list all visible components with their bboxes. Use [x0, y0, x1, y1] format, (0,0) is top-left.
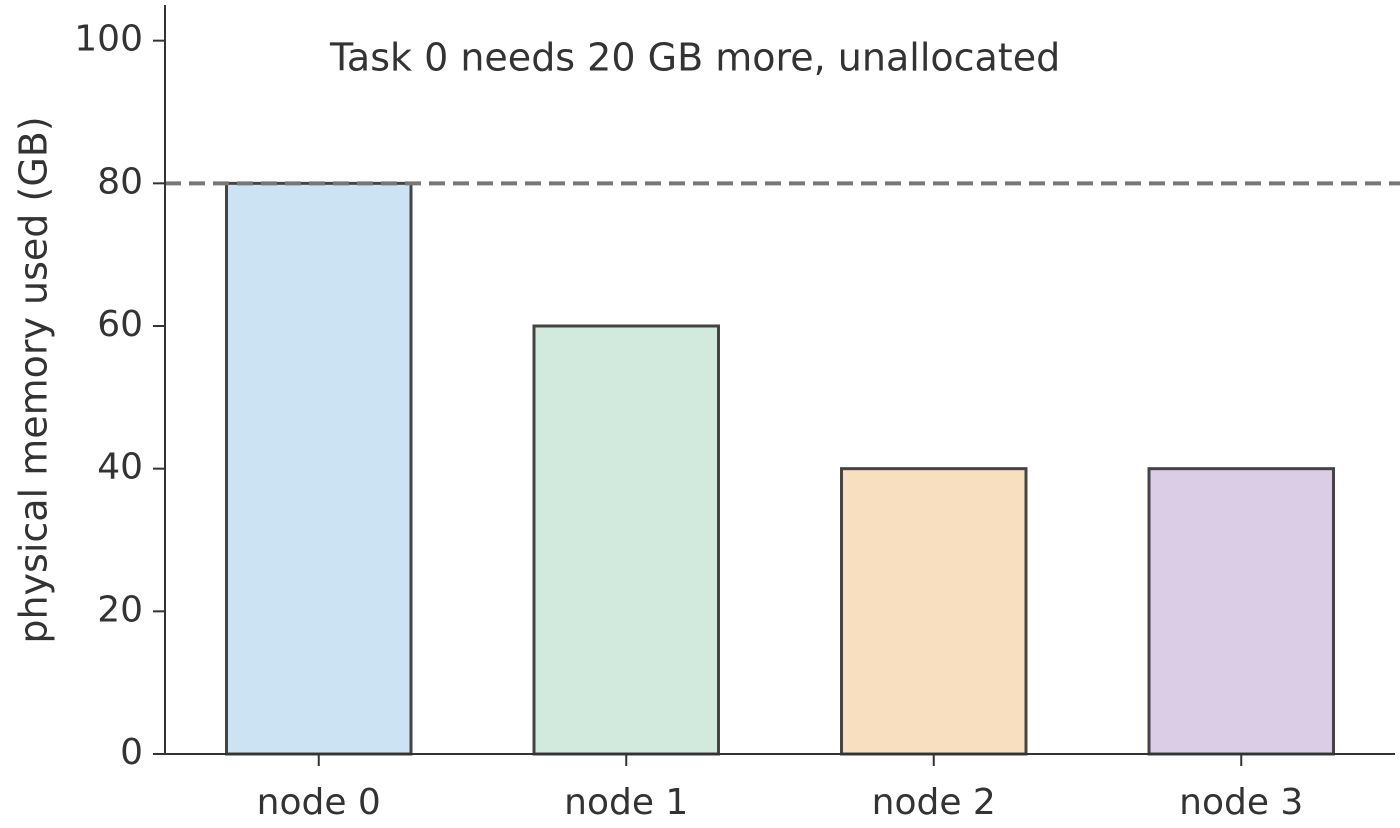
annotation: Task 0 needs 20 GB more, unallocated	[329, 36, 1060, 80]
bar	[840, 467, 1028, 756]
bar	[532, 324, 720, 756]
x-tick-label: node 0	[257, 782, 381, 823]
y-tick-label: 80	[97, 161, 143, 202]
bar	[1147, 467, 1335, 756]
y-axis-label: physical memory used (GB)	[12, 116, 56, 643]
x-tick-label: node 3	[1179, 782, 1303, 823]
y-tick-label: 0	[120, 732, 143, 773]
y-tick-label: 60	[97, 304, 143, 345]
y-tick-label: 40	[97, 447, 143, 488]
y-tick-label: 100	[74, 19, 143, 60]
y-tick-label: 20	[97, 589, 143, 630]
x-tick-label: node 2	[872, 782, 996, 823]
x-tick-label: node 1	[564, 782, 688, 823]
bar	[225, 181, 413, 756]
